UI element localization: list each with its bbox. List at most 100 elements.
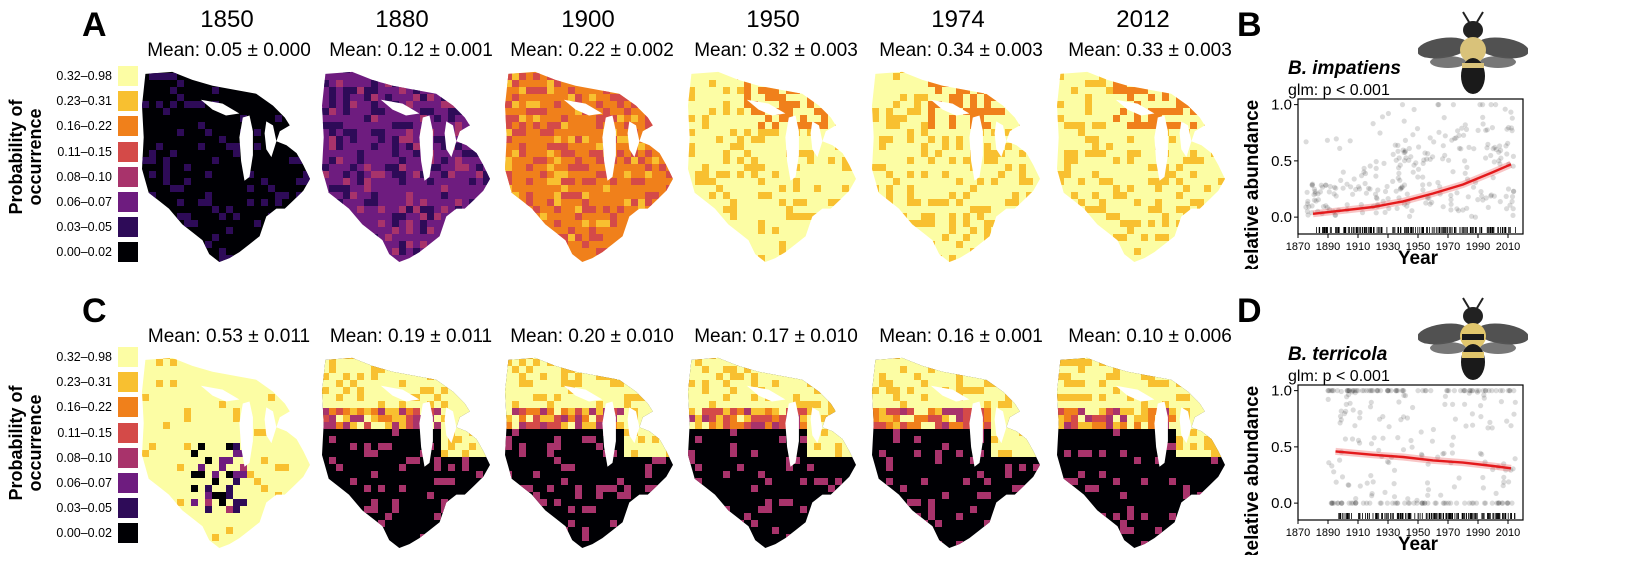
data-point	[1415, 388, 1421, 394]
data-point	[1335, 500, 1341, 506]
data-point	[1470, 184, 1477, 190]
data-point	[1440, 143, 1446, 149]
data-point	[1414, 126, 1421, 132]
data-point	[1329, 388, 1335, 394]
data-point	[1394, 205, 1400, 211]
rug	[1338, 513, 1516, 519]
data-point	[1420, 182, 1426, 188]
data-point	[1399, 184, 1405, 190]
data-point	[1333, 212, 1339, 218]
legend-label-a-4: 0.08–0.10	[56, 169, 112, 184]
data-point	[1482, 388, 1489, 394]
data-point	[1303, 139, 1309, 145]
data-point	[1399, 388, 1405, 394]
data-point	[1419, 500, 1425, 506]
x-tick-label: 1930	[1376, 527, 1400, 539]
data-point	[1512, 456, 1518, 462]
data-point	[1369, 491, 1375, 497]
data-point	[1477, 450, 1483, 456]
data-point	[1337, 420, 1343, 426]
data-point	[1435, 179, 1441, 186]
data-point	[1327, 183, 1333, 190]
data-point	[1369, 493, 1375, 499]
data-point	[1410, 169, 1416, 175]
data-point	[1463, 423, 1469, 429]
data-point	[1508, 109, 1514, 115]
data-point	[1370, 388, 1376, 394]
data-point	[1506, 479, 1512, 485]
data-point	[1480, 114, 1486, 120]
data-point	[1422, 150, 1428, 156]
data-point	[1438, 492, 1444, 498]
data-point	[1385, 388, 1391, 394]
data-point	[1350, 388, 1357, 394]
data-point	[1497, 388, 1503, 394]
data-point	[1347, 400, 1353, 406]
data-point	[1402, 149, 1408, 155]
data-point	[1384, 459, 1391, 465]
data-point	[1456, 145, 1462, 151]
data-point	[1462, 388, 1468, 394]
data-point	[1348, 500, 1354, 506]
data-point	[1429, 199, 1435, 205]
legend-swatch-c-7	[118, 523, 138, 544]
data-point	[1350, 407, 1356, 413]
data-point	[1338, 408, 1344, 414]
data-point	[1499, 500, 1505, 506]
data-point	[1472, 214, 1478, 220]
data-point	[1350, 191, 1356, 197]
data-point	[1353, 500, 1359, 506]
data-point	[1309, 182, 1315, 188]
data-point	[1507, 388, 1513, 394]
map-c-1950	[688, 357, 856, 548]
data-point	[1480, 474, 1486, 481]
data-point	[1450, 102, 1456, 108]
data-point	[1505, 140, 1511, 146]
data-point	[1486, 388, 1492, 394]
data-point	[1323, 203, 1329, 209]
y-axis-label-d: Relative abundance	[1242, 386, 1263, 555]
data-point	[1375, 388, 1381, 394]
data-point	[1354, 388, 1360, 394]
data-point	[1326, 189, 1332, 195]
mean-label-c-1850: Mean: 0.53 ± 0.011	[147, 326, 311, 347]
data-point	[1347, 138, 1353, 144]
data-point	[1369, 388, 1375, 394]
data-point	[1348, 184, 1354, 190]
data-point	[1373, 159, 1379, 165]
data-point	[1488, 152, 1494, 159]
data-point	[1511, 411, 1517, 417]
data-point	[1407, 213, 1413, 219]
data-point	[1344, 181, 1350, 187]
data-point	[1352, 423, 1358, 429]
data-point	[1440, 204, 1446, 210]
mean-label-c-1950: Mean: 0.17 ± 0.010	[694, 326, 858, 347]
data-point	[1510, 206, 1516, 212]
y-tick-label: 0.0	[1271, 209, 1292, 226]
data-point	[1485, 204, 1491, 210]
data-point	[1418, 451, 1425, 457]
data-point	[1338, 388, 1344, 395]
mean-label-c-1974: Mean: 0.16 ± 0.001	[879, 326, 1043, 347]
data-point	[1359, 173, 1365, 179]
data-point	[1339, 500, 1345, 506]
data-point	[1450, 434, 1456, 440]
data-point	[1313, 198, 1319, 204]
data-point	[1386, 424, 1392, 430]
legend-swatch-c-0	[118, 347, 138, 367]
y-tick-label: 0.0	[1271, 495, 1292, 512]
data-point	[1401, 414, 1407, 420]
data-point	[1416, 144, 1422, 150]
data-point	[1402, 137, 1408, 143]
data-point	[1505, 500, 1511, 506]
data-point	[1309, 182, 1315, 188]
x-tick-label: 1970	[1436, 527, 1460, 539]
data-point	[1469, 388, 1475, 394]
legend-swatch-a-6	[118, 217, 138, 238]
data-point	[1395, 388, 1401, 394]
data-point	[1490, 175, 1496, 181]
data-point	[1466, 390, 1472, 396]
glm-stat-d: glm: p < 0.001	[1288, 368, 1390, 385]
data-point	[1367, 404, 1374, 410]
data-point	[1436, 102, 1442, 108]
